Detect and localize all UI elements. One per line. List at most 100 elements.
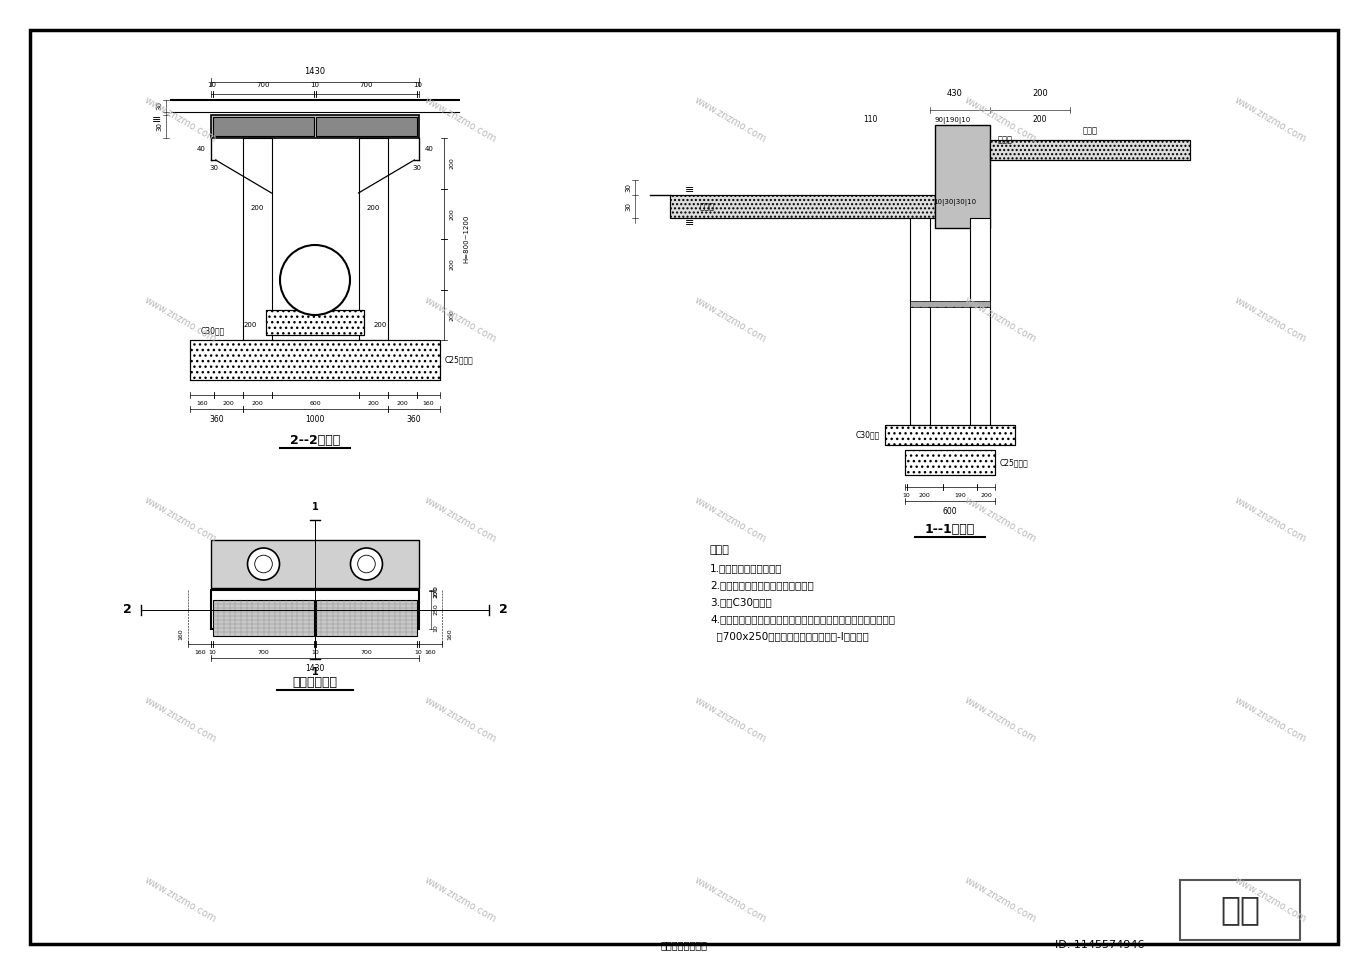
Text: 1: 1 [312,667,319,677]
Text: 190: 190 [953,493,966,498]
Text: 200: 200 [450,207,454,219]
Bar [211,590,419,629]
Text: ≡: ≡ [152,115,161,125]
Bar [316,117,417,136]
Bar [990,140,1190,160]
Text: 30: 30 [156,122,163,131]
Text: 30: 30 [412,165,421,171]
Bar [213,117,315,136]
Text: 200: 200 [450,309,454,320]
Bar [213,600,315,636]
Text: 200: 200 [397,401,408,406]
Text: 160: 160 [424,651,436,656]
Text: 车行道: 车行道 [700,202,715,211]
Text: www.znzmo.com: www.znzmo.com [962,295,1038,345]
Bar [885,425,1015,445]
Text: 1--1剖面图: 1--1剖面图 [925,523,975,536]
Text: 说明：: 说明： [710,545,731,555]
Circle shape [350,548,383,580]
Text: 30: 30 [625,202,631,211]
Text: 250: 250 [434,604,439,616]
Text: www.znzmo.com: www.znzmo.com [423,876,498,924]
Bar [906,450,995,475]
Text: 知末: 知末 [1220,893,1260,926]
Text: 10: 10 [902,493,910,498]
Text: 1000: 1000 [305,415,324,424]
Text: 360: 360 [209,415,224,424]
Text: 160: 160 [447,628,451,640]
Text: 1430: 1430 [305,664,324,673]
Text: 双箅雨水口大样图: 双箅雨水口大样图 [661,940,707,950]
Bar [970,218,990,425]
Circle shape [254,555,272,573]
Bar [211,540,419,588]
Circle shape [248,548,279,580]
Bar [265,310,364,335]
Bar [211,115,419,138]
Text: 200: 200 [919,493,930,498]
Text: 10|30|30|10: 10|30|30|10 [933,200,977,206]
Text: www.znzmo.com: www.znzmo.com [692,295,767,345]
Text: 2--2剖面图: 2--2剖面图 [290,434,341,447]
Text: 200: 200 [450,258,454,270]
Text: 600: 600 [309,401,321,406]
Text: 160: 160 [196,401,208,406]
Text: C25砼基础: C25砼基础 [445,356,473,364]
Text: 10: 10 [415,651,421,656]
Text: 用700x250型重型，荷载标准为公路-I级荷载。: 用700x250型重型，荷载标准为公路-I级荷载。 [710,631,869,641]
Bar [885,425,1015,445]
Text: www.znzmo.com: www.znzmo.com [142,295,218,345]
Text: 3.井墙C30砌块。: 3.井墙C30砌块。 [710,597,772,607]
Text: 人行道: 人行道 [1082,126,1097,135]
Text: 30: 30 [209,165,218,171]
Text: 1430: 1430 [305,67,326,76]
Text: 路沿石: 路沿石 [999,135,1012,144]
Text: www.znzmo.com: www.znzmo.com [962,496,1038,544]
Text: ID: 1145574946: ID: 1145574946 [1055,940,1145,950]
Bar [265,310,364,335]
Text: 430: 430 [947,89,963,98]
Text: 200: 200 [373,322,387,328]
Text: ≡: ≡ [685,185,695,195]
Text: C25砼基础: C25砼基础 [1000,458,1029,467]
Text: ≡: ≡ [685,218,695,228]
Bar [1181,880,1300,940]
Text: www.znzmo.com: www.znzmo.com [692,876,767,924]
Text: 2: 2 [123,603,131,617]
Text: www.znzmo.com: www.znzmo.com [692,496,767,544]
Text: www.znzmo.com: www.znzmo.com [1233,876,1308,924]
Text: 200: 200 [979,493,992,498]
Text: www.znzmo.com: www.znzmo.com [962,95,1038,145]
Bar [358,138,387,340]
Text: www.znzmo.com: www.znzmo.com [423,95,498,145]
Circle shape [280,245,350,315]
Bar [910,218,930,425]
Text: 110: 110 [863,116,877,125]
Text: 160: 160 [194,651,205,656]
Text: www.znzmo.com: www.znzmo.com [423,496,498,544]
Text: 10: 10 [311,82,320,88]
Text: www.znzmo.com: www.znzmo.com [692,695,767,745]
Text: www.znzmo.com: www.znzmo.com [962,876,1038,924]
Text: 200: 200 [1033,116,1048,125]
Text: www.znzmo.com: www.znzmo.com [142,876,218,924]
Text: C30砌块: C30砌块 [856,431,880,439]
Text: www.znzmo.com: www.znzmo.com [962,695,1038,745]
Text: www.znzmo.com: www.znzmo.com [142,95,218,145]
Bar [242,138,271,340]
Text: 10: 10 [208,651,216,656]
Bar [316,600,417,636]
Bar [190,340,439,380]
Text: 10: 10 [434,624,439,632]
Text: www.znzmo.com: www.znzmo.com [423,695,498,745]
Text: 700: 700 [257,82,271,88]
Bar [670,195,934,218]
Text: 2.本图适用于车行道上沿两侧安置。: 2.本图适用于车行道上沿两侧安置。 [710,580,814,590]
Text: 160: 160 [178,628,183,640]
Bar [906,450,995,475]
Text: 雨水口平面图: 雨水口平面图 [293,676,338,690]
Bar [670,195,934,218]
Text: 200: 200 [367,205,380,211]
Text: www.znzmo.com: www.znzmo.com [1233,295,1308,345]
Text: 700: 700 [360,82,373,88]
